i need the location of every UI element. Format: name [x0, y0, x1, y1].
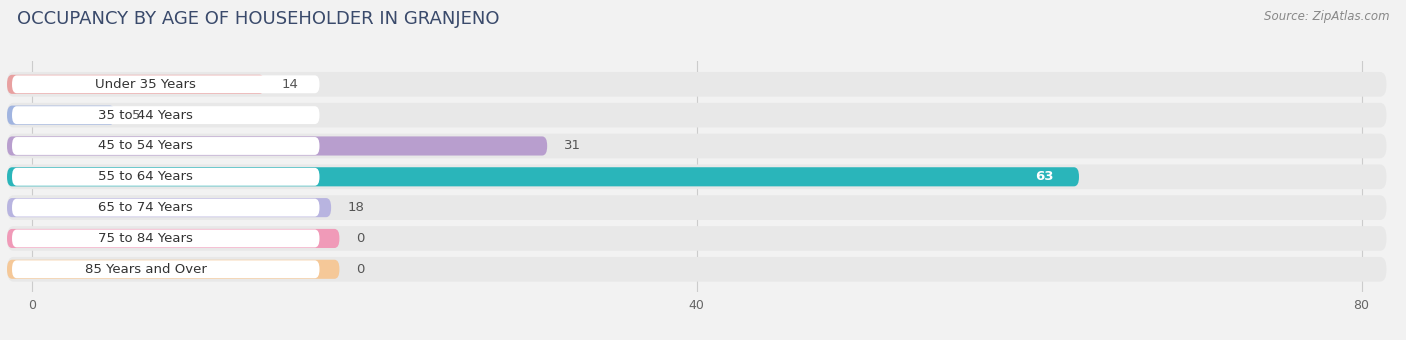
FancyBboxPatch shape — [13, 199, 319, 217]
Text: 63: 63 — [1036, 170, 1054, 183]
Text: 75 to 84 Years: 75 to 84 Years — [98, 232, 193, 245]
Text: 65 to 74 Years: 65 to 74 Years — [98, 201, 193, 214]
FancyBboxPatch shape — [7, 165, 1386, 189]
FancyBboxPatch shape — [7, 198, 330, 217]
FancyBboxPatch shape — [7, 136, 547, 155]
Text: 14: 14 — [281, 78, 298, 91]
FancyBboxPatch shape — [13, 230, 319, 248]
Text: 0: 0 — [356, 263, 364, 276]
Text: 18: 18 — [347, 201, 364, 214]
Text: 55 to 64 Years: 55 to 64 Years — [98, 170, 193, 183]
FancyBboxPatch shape — [7, 167, 1078, 186]
FancyBboxPatch shape — [7, 195, 1386, 220]
FancyBboxPatch shape — [7, 226, 1386, 251]
Text: Under 35 Years: Under 35 Years — [96, 78, 197, 91]
FancyBboxPatch shape — [13, 75, 319, 93]
FancyBboxPatch shape — [7, 103, 1386, 128]
FancyBboxPatch shape — [13, 168, 319, 186]
FancyBboxPatch shape — [13, 260, 319, 278]
Text: 85 Years and Over: 85 Years and Over — [84, 263, 207, 276]
Text: OCCUPANCY BY AGE OF HOUSEHOLDER IN GRANJENO: OCCUPANCY BY AGE OF HOUSEHOLDER IN GRANJ… — [17, 10, 499, 28]
Text: 45 to 54 Years: 45 to 54 Years — [98, 139, 193, 152]
Text: 31: 31 — [564, 139, 581, 152]
FancyBboxPatch shape — [7, 260, 339, 279]
Text: 35 to 44 Years: 35 to 44 Years — [98, 109, 193, 122]
Text: Source: ZipAtlas.com: Source: ZipAtlas.com — [1264, 10, 1389, 23]
FancyBboxPatch shape — [7, 72, 1386, 97]
FancyBboxPatch shape — [7, 75, 264, 94]
FancyBboxPatch shape — [13, 106, 319, 124]
FancyBboxPatch shape — [7, 229, 339, 248]
FancyBboxPatch shape — [7, 257, 1386, 282]
FancyBboxPatch shape — [7, 134, 1386, 158]
FancyBboxPatch shape — [13, 137, 319, 155]
FancyBboxPatch shape — [7, 106, 115, 125]
Text: 5: 5 — [132, 109, 141, 122]
Text: 0: 0 — [356, 232, 364, 245]
